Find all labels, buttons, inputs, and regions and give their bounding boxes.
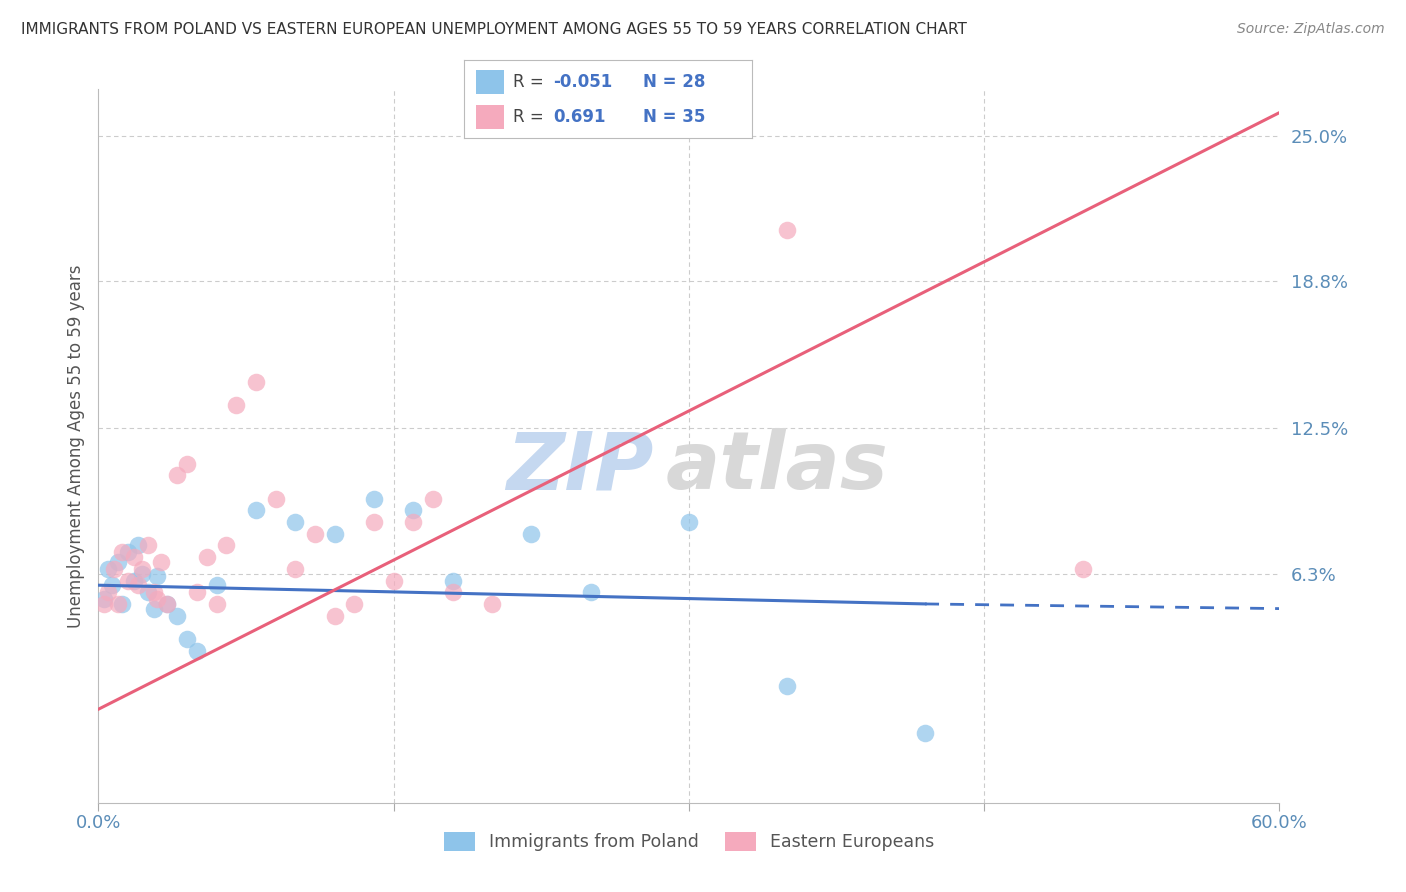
Point: [441, 585, 464, 599]
Bar: [475, 105, 505, 128]
Text: -0.051: -0.051: [554, 73, 613, 91]
Point: [103, 562, 125, 576]
Point: [343, 597, 366, 611]
Legend: Immigrants from Poland, Eastern Europeans: Immigrants from Poland, Eastern European…: [437, 825, 941, 858]
Point: [776, 679, 799, 693]
Point: [93, 597, 115, 611]
Text: N = 35: N = 35: [643, 108, 704, 126]
Point: [422, 491, 444, 506]
Point: [131, 562, 153, 576]
Point: [97, 585, 120, 599]
Point: [146, 592, 169, 607]
Point: [284, 562, 307, 576]
Point: [122, 574, 145, 588]
Point: [245, 503, 267, 517]
Text: Source: ZipAtlas.com: Source: ZipAtlas.com: [1237, 22, 1385, 37]
Point: [117, 545, 139, 559]
Point: [107, 597, 129, 611]
Point: [111, 597, 134, 611]
Point: [156, 597, 179, 611]
Point: [97, 562, 120, 576]
Point: [186, 644, 208, 658]
Point: [176, 632, 198, 646]
Point: [136, 585, 159, 599]
Point: [264, 491, 287, 506]
Point: [142, 585, 165, 599]
Point: [363, 491, 385, 506]
Point: [101, 578, 124, 592]
Point: [205, 578, 228, 592]
Point: [323, 608, 346, 623]
Point: [284, 515, 307, 529]
Point: [402, 515, 425, 529]
Point: [127, 538, 149, 552]
Bar: [475, 70, 505, 94]
Point: [111, 545, 134, 559]
Text: 0.691: 0.691: [554, 108, 606, 126]
Point: [195, 550, 218, 565]
Point: [176, 457, 198, 471]
Text: 60.0%: 60.0%: [1251, 814, 1308, 832]
Point: [914, 725, 936, 739]
Point: [215, 538, 238, 552]
Point: [323, 526, 346, 541]
Point: [127, 578, 149, 592]
Point: [107, 555, 129, 569]
Point: [166, 608, 188, 623]
Point: [150, 555, 173, 569]
Point: [481, 597, 503, 611]
Point: [166, 468, 188, 483]
Point: [156, 597, 179, 611]
Point: [136, 538, 159, 552]
Point: [402, 503, 425, 517]
Point: [304, 526, 326, 541]
Point: [122, 550, 145, 565]
Point: [579, 585, 602, 599]
Point: [1071, 562, 1094, 576]
Text: atlas: atlas: [665, 428, 889, 507]
Point: [363, 515, 385, 529]
Point: [146, 569, 169, 583]
Point: [678, 515, 700, 529]
Point: [186, 585, 208, 599]
Point: [245, 375, 267, 389]
Text: N = 28: N = 28: [643, 73, 704, 91]
Y-axis label: Unemployment Among Ages 55 to 59 years: Unemployment Among Ages 55 to 59 years: [66, 264, 84, 628]
Point: [382, 574, 405, 588]
Point: [776, 222, 799, 236]
Point: [93, 592, 115, 607]
Text: R =: R =: [513, 73, 548, 91]
Point: [117, 574, 139, 588]
Point: [441, 574, 464, 588]
Point: [225, 398, 247, 412]
Text: 0.0%: 0.0%: [76, 814, 121, 832]
Text: IMMIGRANTS FROM POLAND VS EASTERN EUROPEAN UNEMPLOYMENT AMONG AGES 55 TO 59 YEAR: IMMIGRANTS FROM POLAND VS EASTERN EUROPE…: [21, 22, 967, 37]
Point: [520, 526, 543, 541]
Text: ZIP: ZIP: [506, 428, 654, 507]
Text: R =: R =: [513, 108, 548, 126]
Point: [142, 601, 165, 615]
Point: [205, 597, 228, 611]
Point: [131, 566, 153, 581]
